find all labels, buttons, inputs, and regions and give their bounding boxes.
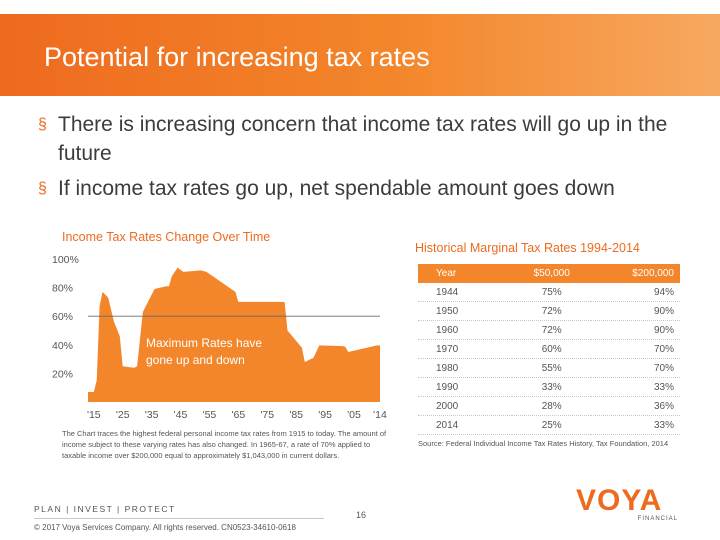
y-tick-label: 100% bbox=[52, 254, 79, 266]
table-title: Historical Marginal Tax Rates 1994-2014 bbox=[415, 241, 640, 255]
cell-50k: 25% bbox=[512, 415, 592, 435]
x-tick-label: '14 bbox=[373, 409, 387, 421]
x-tick-label: '45 bbox=[174, 409, 188, 421]
table-row: 2000 28% 36% bbox=[418, 396, 680, 416]
cell-year: 1980 bbox=[418, 358, 512, 378]
x-tick-label: '05 bbox=[347, 409, 361, 421]
cell-year: 1960 bbox=[418, 320, 512, 340]
table-row: 1990 33% 33% bbox=[418, 377, 680, 397]
cell-200k: 33% bbox=[591, 415, 680, 435]
x-tick-label: '35 bbox=[145, 409, 159, 421]
bullet-item: § There is increasing concern that incom… bbox=[38, 110, 698, 168]
cell-50k: 75% bbox=[512, 283, 592, 302]
x-tick-label: '15 bbox=[87, 409, 101, 421]
bullet-text: If income tax rates go up, net spendable… bbox=[58, 177, 615, 200]
cell-year: 2000 bbox=[418, 396, 512, 416]
table-row: 2014 25% 33% bbox=[418, 415, 680, 435]
x-tick-label: '95 bbox=[318, 409, 332, 421]
cell-50k: 72% bbox=[512, 301, 592, 321]
square-bullet-icon: § bbox=[38, 116, 47, 133]
cell-50k: 60% bbox=[512, 339, 592, 359]
logo-wordmark: VOYA bbox=[576, 484, 663, 517]
x-tick-label: '55 bbox=[203, 409, 217, 421]
table-row: 1944 75% 94% bbox=[418, 283, 680, 302]
y-tick-label: 20% bbox=[52, 368, 73, 380]
slide-header: Potential for increasing tax rates bbox=[0, 14, 720, 96]
bullet-text: There is increasing concern that income … bbox=[58, 113, 668, 165]
cell-year: 2014 bbox=[418, 415, 512, 435]
chart-annotation: gone up and down bbox=[146, 353, 245, 367]
y-tick-label: 40% bbox=[52, 340, 73, 352]
cell-50k: 33% bbox=[512, 377, 592, 397]
cell-year: 1944 bbox=[418, 283, 512, 302]
voya-logo: VOYA FINANCIAL bbox=[576, 486, 680, 526]
logo-subtext: FINANCIAL bbox=[637, 516, 678, 522]
x-tick-label: '65 bbox=[231, 409, 245, 421]
cell-year: 1990 bbox=[418, 377, 512, 397]
x-tick-label: '75 bbox=[260, 409, 274, 421]
series-area bbox=[88, 267, 380, 402]
chart-annotation: Maximum Rates have bbox=[146, 336, 262, 350]
x-tick-label: '25 bbox=[116, 409, 130, 421]
cell-year: 1950 bbox=[418, 301, 512, 321]
table-source: Source: Federal Individual Income Tax Ra… bbox=[418, 439, 669, 448]
page-number: 16 bbox=[356, 510, 367, 520]
table-row: 1950 72% 90% bbox=[418, 301, 680, 321]
cell-200k: 90% bbox=[591, 320, 680, 340]
column-header-year: Year bbox=[418, 264, 512, 283]
cell-200k: 94% bbox=[591, 283, 680, 302]
table-row: 1970 60% 70% bbox=[418, 339, 680, 359]
x-tick-label: '85 bbox=[289, 409, 303, 421]
copyright-text: © 2017 Voya Services Company. All rights… bbox=[34, 523, 296, 532]
y-tick-label: 60% bbox=[52, 311, 73, 323]
table-header-row: Year $50,000 $200,000 bbox=[418, 264, 680, 283]
bullet-list: § There is increasing concern that incom… bbox=[38, 110, 698, 209]
cell-200k: 70% bbox=[591, 358, 680, 378]
cell-200k: 90% bbox=[591, 301, 680, 321]
column-header-50k: $50,000 bbox=[512, 264, 592, 283]
table-row: 1980 55% 70% bbox=[418, 358, 680, 378]
cell-200k: 36% bbox=[591, 396, 680, 416]
cell-50k: 72% bbox=[512, 320, 592, 340]
chart-note: The Chart traces the highest federal per… bbox=[62, 429, 387, 460]
square-bullet-icon: § bbox=[38, 180, 47, 197]
cell-200k: 70% bbox=[591, 339, 680, 359]
footer-tagline: PLAN | INVEST | PROTECT bbox=[34, 504, 176, 514]
cell-year: 1970 bbox=[418, 339, 512, 359]
cell-200k: 33% bbox=[591, 377, 680, 397]
column-header-200k: $200,000 bbox=[591, 264, 680, 283]
bullet-item: § If income tax rates go up, net spendab… bbox=[38, 174, 698, 203]
cell-50k: 55% bbox=[512, 358, 592, 378]
table-row: 1960 72% 90% bbox=[418, 320, 680, 340]
chart-title: Income Tax Rates Change Over Time bbox=[62, 230, 271, 244]
slide-title: Potential for increasing tax rates bbox=[44, 42, 430, 72]
cell-50k: 28% bbox=[512, 396, 592, 416]
tax-rate-area-chart: 100% 80% 60% 40% 20% '15 '25 '35 '45 '55 '65 '75 '85… bbox=[52, 254, 387, 421]
footer-divider bbox=[34, 518, 324, 519]
tax-rate-table: Year $50,000 $200,000 1944 75% 94% 1950 72%… bbox=[418, 264, 680, 435]
y-tick-label: 80% bbox=[52, 283, 73, 295]
